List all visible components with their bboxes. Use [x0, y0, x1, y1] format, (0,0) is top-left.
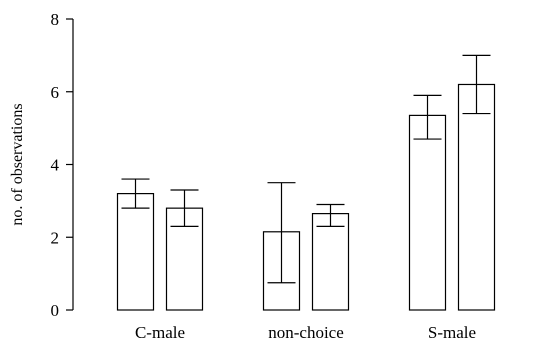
axes: 0 2 4 6 8 no. of observations	[9, 10, 74, 320]
category-labels: C-male non-choice S-male	[135, 323, 476, 342]
bar-non-choice-2	[311, 213, 350, 311]
y-axis-ticks: 0 2 4 6 8	[51, 10, 73, 320]
y-tick-label: 0	[51, 301, 60, 320]
y-axis-label: no. of observations	[9, 103, 26, 225]
error-bar	[121, 178, 150, 209]
error-bar	[170, 189, 199, 227]
y-tick-label: 8	[51, 10, 60, 29]
error-bar	[316, 203, 345, 227]
bar-s-male-2	[457, 83, 496, 311]
error-bars	[121, 54, 491, 284]
error-bar	[462, 54, 491, 115]
bar-s-male-1	[408, 114, 447, 311]
bars	[116, 83, 496, 311]
error-bar	[267, 182, 296, 284]
y-tick-label: 2	[51, 228, 60, 247]
x-category-label: S-male	[428, 323, 476, 342]
bar-c-male-1	[116, 193, 155, 311]
x-category-label: non-choice	[268, 323, 344, 342]
y-tick-label: 6	[51, 83, 60, 102]
error-bar	[413, 94, 442, 140]
x-category-label: C-male	[135, 323, 185, 342]
y-tick-label: 4	[51, 156, 60, 175]
